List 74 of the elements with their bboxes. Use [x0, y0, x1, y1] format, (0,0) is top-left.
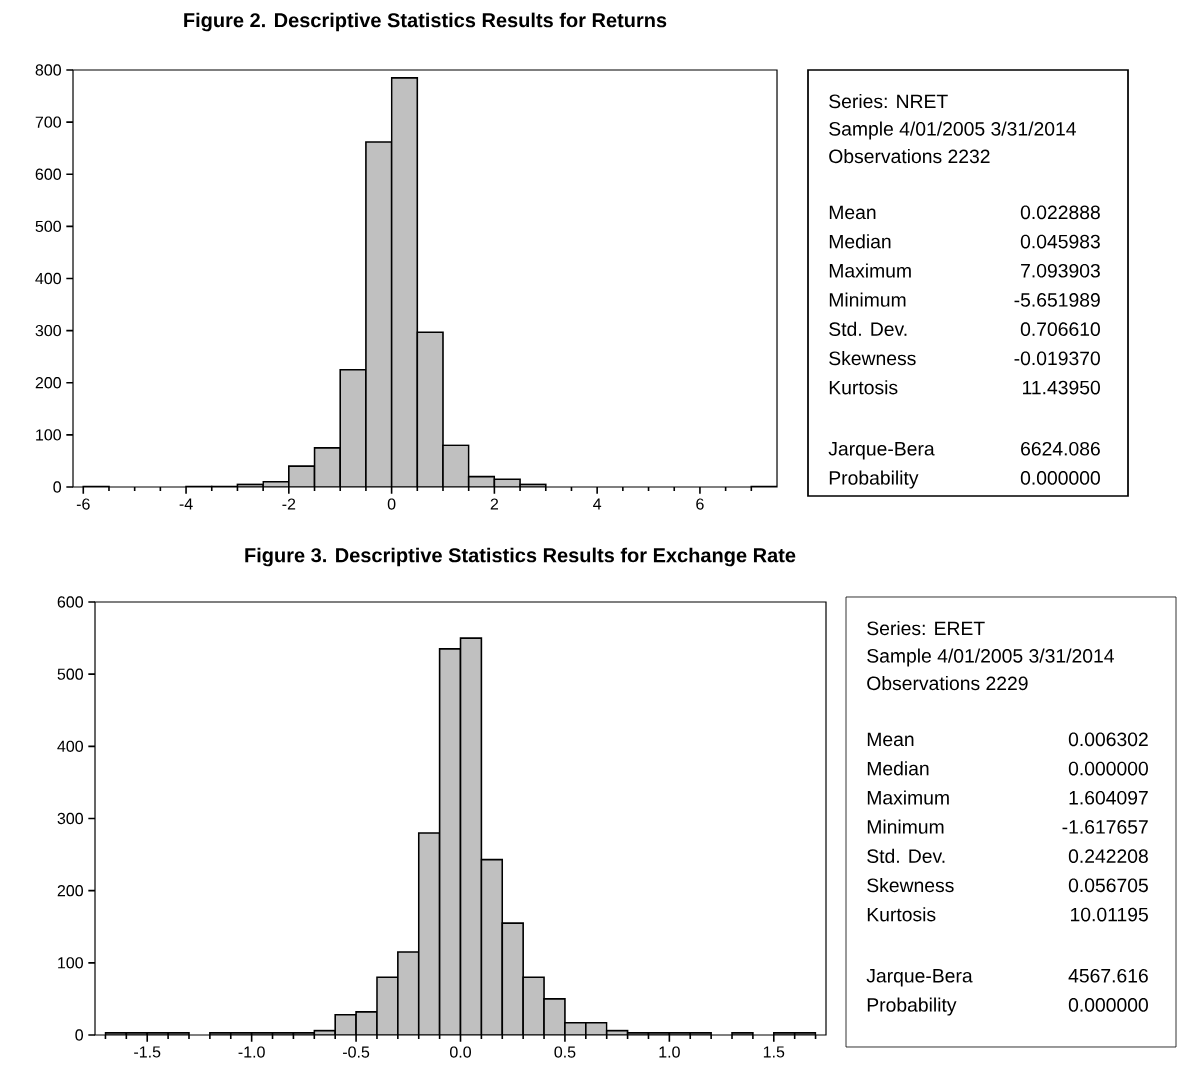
text: Jarque-Bera — [828, 442, 935, 460]
text: 0.242208 — [1068, 849, 1148, 863]
text: 4567.616 — [1068, 968, 1148, 983]
x-tick-label: 0 — [387, 498, 396, 510]
text: -1.617657 — [1062, 820, 1148, 834]
y-tick-label: 400 — [35, 272, 61, 285]
y-tick-label: 100 — [36, 429, 61, 441]
text: 0.056705 — [1068, 878, 1148, 893]
text: Maximum — [829, 263, 911, 278]
text: 11.43950 — [1023, 380, 1100, 395]
text: Jarque-Bera — [866, 969, 973, 987]
text: Kurtosis — [867, 907, 936, 922]
text: Series: NRET — [829, 93, 948, 109]
x-tick-label: -6 — [76, 498, 90, 510]
text: Sample 4/01/2005 3/31/2014 — [867, 648, 1114, 667]
text: Sample 4/01/2005 3/31/2014 — [829, 121, 1076, 140]
text: Skewness — [829, 350, 916, 366]
text: Maximum — [867, 790, 949, 805]
text: Observations 2229 — [867, 675, 1028, 691]
y-tick-label: 100 — [58, 957, 84, 969]
chart-title: Figure 2. Descriptive Statistics Results for Returns — [184, 12, 667, 32]
x-tick-label: 2 — [490, 498, 499, 510]
text: Std. Dev. — [867, 848, 945, 863]
text: Mean — [867, 732, 914, 747]
x-tick-label: -4 — [179, 498, 193, 510]
text: 7.093903 — [1021, 263, 1100, 278]
text: 0.006302 — [1068, 732, 1148, 747]
text: Median — [867, 761, 929, 776]
text: Minimum — [829, 292, 906, 307]
y-tick-label: 600 — [35, 168, 61, 180]
y-tick-label: 300 — [57, 812, 84, 825]
text: Observations 2232 — [829, 148, 990, 164]
y-tick-label: 0 — [75, 1029, 84, 1041]
text: 0.000000 — [1068, 998, 1148, 1012]
chart-title: Figure 3. Descriptive Statistics Results for Exchange Rate — [245, 547, 796, 567]
x-tick-label: 0.5 — [554, 1046, 576, 1058]
x-tick-label: 6 — [696, 498, 704, 510]
text: -0.019370 — [1014, 351, 1100, 366]
text: 0.706610 — [1020, 322, 1100, 336]
text: Skewness — [867, 877, 954, 893]
x-tick-label: 4 — [593, 498, 602, 510]
text: 0.000000 — [1020, 471, 1100, 485]
x-tick-label: 1.5 — [763, 1046, 785, 1058]
text: Kurtosis — [829, 380, 898, 395]
text: 0.000000 — [1068, 761, 1148, 776]
y-tick-label: 600 — [57, 596, 84, 608]
y-tick-label: 200 — [35, 377, 61, 389]
x-tick-label: 0.0 — [450, 1046, 472, 1058]
x-tick-label: 1.0 — [659, 1046, 680, 1058]
text: Probability — [867, 997, 957, 1016]
y-tick-label: 500 — [35, 220, 61, 233]
x-tick-label: -1.5 — [134, 1046, 161, 1058]
x-tick-label: -1.0 — [238, 1046, 265, 1058]
text: 0.022888 — [1020, 205, 1100, 220]
text: -5.651989 — [1014, 293, 1100, 307]
text: Series: ERET — [867, 620, 985, 636]
text: Probability — [829, 470, 919, 489]
y-tick-label: 0 — [53, 481, 62, 493]
y-tick-label: 500 — [57, 668, 84, 680]
text: Median — [829, 234, 891, 249]
y-tick-label: 300 — [35, 324, 61, 337]
y-tick-label: 700 — [35, 116, 61, 128]
text: Std. Dev. — [829, 321, 907, 336]
text: 10.01195 — [1071, 907, 1148, 922]
y-tick-label: 800 — [35, 64, 61, 76]
text: Minimum — [867, 819, 944, 834]
y-tick-label: 200 — [57, 885, 84, 897]
text: 1.604097 — [1069, 790, 1148, 805]
x-tick-label: -2 — [282, 498, 296, 510]
text: 6624.086 — [1021, 441, 1100, 456]
y-tick-label: 400 — [57, 740, 84, 752]
text: 0.045983 — [1020, 234, 1100, 249]
x-tick-label: -0.5 — [343, 1046, 370, 1058]
text: Mean — [829, 205, 876, 220]
